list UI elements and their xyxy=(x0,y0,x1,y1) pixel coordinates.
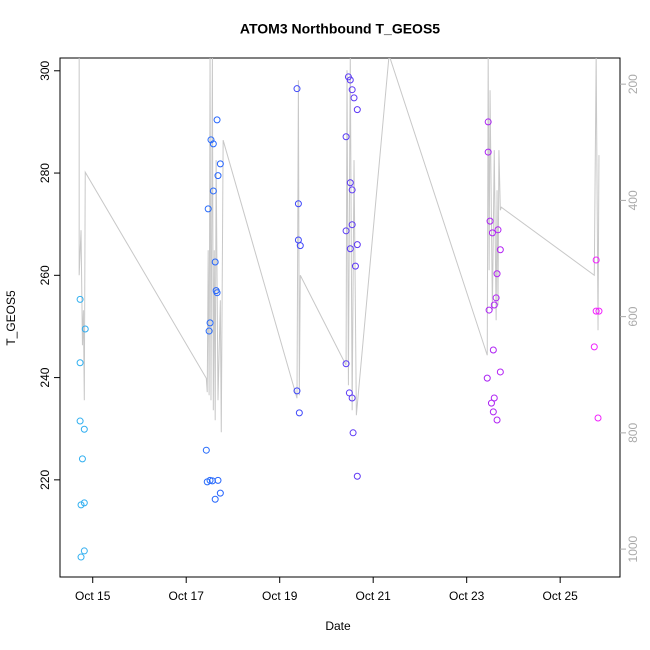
point xyxy=(346,245,354,253)
x-axis-label: Date xyxy=(325,619,351,633)
point xyxy=(489,346,497,354)
point xyxy=(214,172,222,180)
point xyxy=(213,289,221,297)
y2-tick-label: 1000 xyxy=(626,535,640,562)
point xyxy=(592,256,600,264)
point xyxy=(293,387,301,395)
point xyxy=(342,227,350,235)
point xyxy=(348,394,356,402)
point xyxy=(490,394,498,402)
point xyxy=(213,116,221,124)
point xyxy=(206,319,214,327)
point xyxy=(204,205,212,213)
point xyxy=(80,547,88,555)
point xyxy=(205,327,213,335)
point xyxy=(211,495,219,503)
point xyxy=(351,262,359,270)
y2-tick-label: 800 xyxy=(626,423,640,443)
point xyxy=(211,258,219,266)
point xyxy=(595,307,603,315)
point xyxy=(594,414,602,422)
point xyxy=(348,86,356,94)
point xyxy=(76,295,84,303)
point xyxy=(350,94,358,102)
point xyxy=(353,106,361,114)
point xyxy=(216,160,224,168)
point xyxy=(490,301,498,309)
point xyxy=(209,187,217,195)
point xyxy=(294,200,302,208)
point xyxy=(202,446,210,454)
point xyxy=(349,429,357,437)
point xyxy=(353,472,361,480)
point xyxy=(295,409,303,417)
y2-tick-label: 200 xyxy=(626,74,640,94)
x-tick-label: Oct 15 xyxy=(75,589,111,603)
point xyxy=(346,76,354,84)
point xyxy=(489,408,497,416)
point xyxy=(80,499,88,507)
point xyxy=(77,553,85,561)
point xyxy=(296,242,304,250)
point xyxy=(496,246,504,254)
point xyxy=(485,306,493,314)
point xyxy=(590,343,598,351)
y2-tick-label: 400 xyxy=(626,190,640,210)
plot-area xyxy=(76,58,603,561)
y-tick-label: 240 xyxy=(38,367,52,387)
point xyxy=(345,389,353,397)
point xyxy=(214,476,222,484)
point xyxy=(487,399,495,407)
point xyxy=(80,425,88,433)
point xyxy=(484,148,492,156)
point xyxy=(81,325,89,333)
point xyxy=(346,179,354,187)
x-tick-label: Oct 19 xyxy=(262,589,298,603)
y-tick-label: 300 xyxy=(38,60,52,80)
y-axis-label: T_GEOS5 xyxy=(4,290,18,346)
point xyxy=(76,359,84,367)
point xyxy=(78,455,86,463)
point xyxy=(342,360,350,368)
point xyxy=(483,374,491,382)
point xyxy=(494,226,502,234)
point xyxy=(488,229,496,237)
x-tick-label: Oct 17 xyxy=(169,589,205,603)
line-series xyxy=(78,58,600,433)
point xyxy=(496,368,504,376)
y2-tick-label: 600 xyxy=(626,306,640,326)
y-tick-label: 280 xyxy=(38,163,52,183)
x-tick-label: Oct 21 xyxy=(356,589,392,603)
point xyxy=(348,186,356,194)
point xyxy=(493,270,501,278)
point xyxy=(486,217,494,225)
y-tick-label: 220 xyxy=(38,470,52,490)
point xyxy=(76,417,84,425)
point xyxy=(209,140,217,148)
x-tick-label: Oct 25 xyxy=(542,589,578,603)
point xyxy=(348,221,356,229)
point xyxy=(492,294,500,302)
point xyxy=(342,133,350,141)
point xyxy=(493,416,501,424)
plot-frame xyxy=(59,57,621,578)
point xyxy=(293,85,301,93)
point xyxy=(592,307,600,315)
point xyxy=(353,241,361,249)
y-tick-label: 260 xyxy=(38,265,52,285)
point xyxy=(216,489,224,497)
point xyxy=(207,136,215,144)
x-tick-label: Oct 23 xyxy=(449,589,485,603)
chart-title: ATOM3 Northbound T_GEOS5 xyxy=(240,21,440,37)
point xyxy=(484,118,492,126)
